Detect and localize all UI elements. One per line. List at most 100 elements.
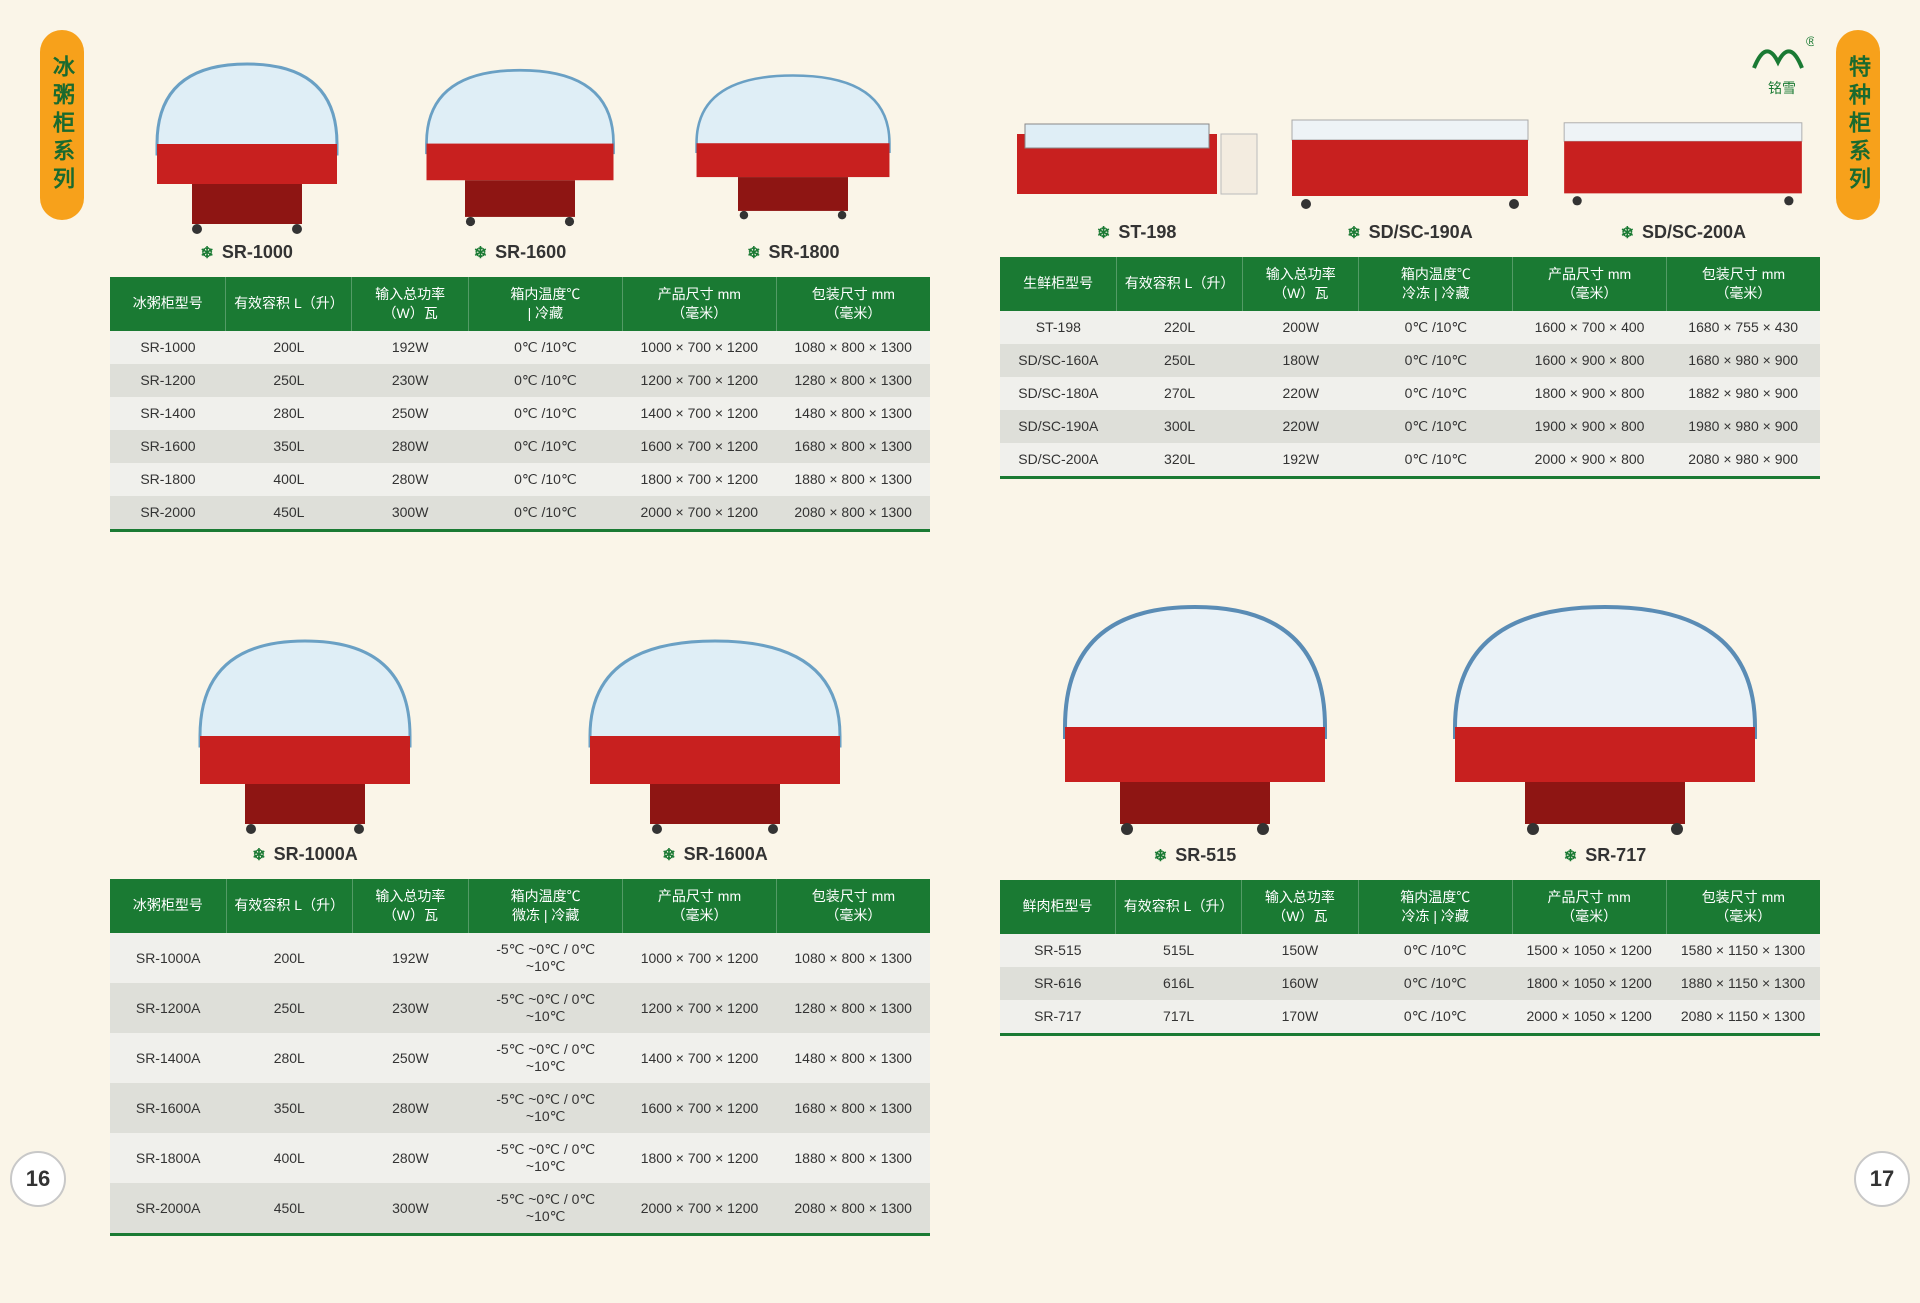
table-cell: 1900 × 900 × 800 xyxy=(1513,410,1667,443)
product-label: SR-1600A xyxy=(662,844,767,865)
table-cell: 1280 × 800 × 1300 xyxy=(776,364,930,397)
table-cell: 160W xyxy=(1242,967,1359,1000)
table-row: SR-515515L150W0℃ /10℃1500 × 1050 × 12001… xyxy=(1000,934,1820,967)
table-row: SR-1600A350L280W-5℃ ~0℃ / 0℃ ~10℃1600 × … xyxy=(110,1083,930,1133)
table-header: 箱内温度℃冷冻 | 冷藏 xyxy=(1358,880,1512,934)
freezer-icon xyxy=(410,44,630,234)
table-row: SR-1800A400L280W-5℃ ~0℃ / 0℃ ~10℃1800 × … xyxy=(110,1133,930,1183)
table-cell: 192W xyxy=(1243,443,1359,478)
catalog-spread: 冰粥柜系列 特种柜系列 16 17 ® 铭雪 xyxy=(0,0,1920,1303)
table-cell: 200L xyxy=(226,331,352,364)
product-card: SD/SC-190A xyxy=(1280,104,1540,243)
table-cell: 0℃ /10℃ xyxy=(1359,311,1513,344)
table-cell: 220W xyxy=(1243,410,1359,443)
table-cell: 280L xyxy=(226,1033,352,1083)
table-header: 包装尺寸 mm（毫米） xyxy=(776,277,930,331)
table-row: SD/SC-160A250L180W0℃ /10℃1600 × 900 × 80… xyxy=(1000,344,1820,377)
table-cell: 300L xyxy=(1117,410,1243,443)
table-header: 箱内温度℃微冻 | 冷藏 xyxy=(469,879,623,933)
table-cell: 616L xyxy=(1116,967,1242,1000)
table-cell: 250W xyxy=(352,1033,468,1083)
table-cell: SR-1200A xyxy=(110,983,226,1033)
table-cell: SD/SC-180A xyxy=(1000,377,1117,410)
table-header: 有效容积 L（升） xyxy=(1117,257,1243,311)
table-cell: SR-2000 xyxy=(110,496,226,531)
table-cell: 1000 × 700 × 1200 xyxy=(623,933,777,983)
left-series-tab: 冰粥柜系列 xyxy=(40,30,84,220)
table-cell: ST-198 xyxy=(1000,311,1117,344)
table-row: SR-717717L170W0℃ /10℃2000 × 1050 × 12002… xyxy=(1000,1000,1820,1035)
freezer-icon xyxy=(175,616,435,836)
table-header: 产品尺寸 mm（毫米） xyxy=(1513,257,1667,311)
table-header: 包装尺寸 mm（毫米） xyxy=(1666,880,1820,934)
table-cell: 0℃ /10℃ xyxy=(468,463,622,496)
table-cell: SR-1600A xyxy=(110,1083,226,1133)
table-cell: 280W xyxy=(352,430,469,463)
table-header: 冰粥柜型号 xyxy=(110,277,226,331)
product-label: SR-1800 xyxy=(747,242,839,263)
table-cell: -5℃ ~0℃ / 0℃ ~10℃ xyxy=(469,1083,623,1133)
table-cell: 230W xyxy=(352,983,468,1033)
table-cell: 1600 × 700 × 1200 xyxy=(622,430,776,463)
table-cell: 250L xyxy=(226,364,352,397)
table-cell: 400L xyxy=(226,1133,352,1183)
table-cell: 2080 × 1150 × 1300 xyxy=(1666,1000,1820,1035)
table-cell: 1200 × 700 × 1200 xyxy=(622,364,776,397)
table-cell: 515L xyxy=(1116,934,1242,967)
table-cell: 280W xyxy=(352,463,469,496)
freezer-icon xyxy=(1280,104,1540,214)
table-cell: 1800 × 900 × 800 xyxy=(1513,377,1667,410)
product-label: SD/SC-190A xyxy=(1347,222,1472,243)
table-cell: 250W xyxy=(352,397,469,430)
table-cell: SD/SC-160A xyxy=(1000,344,1117,377)
left-page: SR-1000 SR-1600 xyxy=(110,44,930,1274)
product-label: SR-717 xyxy=(1564,845,1646,866)
table-header: 鲜肉柜型号 xyxy=(1000,880,1116,934)
table-cell: 0℃ /10℃ xyxy=(468,496,622,531)
table-cell: 192W xyxy=(352,933,468,983)
table-header: 包装尺寸 mm（毫米） xyxy=(776,879,930,933)
table-cell: 1580 × 1150 × 1300 xyxy=(1666,934,1820,967)
table-cell: SR-1400A xyxy=(110,1033,226,1083)
table-cell: SR-717 xyxy=(1000,1000,1116,1035)
product-card: SD/SC-200A xyxy=(1553,104,1813,243)
product-label: SR-515 xyxy=(1154,845,1236,866)
table-cell: 1080 × 800 × 1300 xyxy=(776,331,930,364)
table-header: 箱内温度℃冷冻 | 冷藏 xyxy=(1359,257,1513,311)
right-page: ST-198 SD/SC-190A SD/S xyxy=(1000,44,1820,1074)
table-cell: 280W xyxy=(352,1083,468,1133)
table-cell: SR-1200 xyxy=(110,364,226,397)
table-cell: -5℃ ~0℃ / 0℃ ~10℃ xyxy=(469,1133,623,1183)
table-cell: 2080 × 980 × 900 xyxy=(1666,443,1820,478)
section-meat-series: SR-515 SR-717 鲜肉柜型号有效容积 L（升）输入总功率（W）瓦箱内温… xyxy=(1000,577,1820,1036)
table-header: 箱内温度℃ | 冷藏 xyxy=(468,277,622,331)
table-cell: 450L xyxy=(226,1183,352,1235)
table-row: SR-2000A450L300W-5℃ ~0℃ / 0℃ ~10℃2000 × … xyxy=(110,1183,930,1235)
table-cell: 1600 × 700 × 400 xyxy=(1513,311,1667,344)
table-row: SD/SC-190A300L220W0℃ /10℃1900 × 900 × 80… xyxy=(1000,410,1820,443)
table-cell: 2000 × 1050 × 1200 xyxy=(1512,1000,1666,1035)
table-cell: 0℃ /10℃ xyxy=(468,397,622,430)
table-cell: 0℃ /10℃ xyxy=(1358,967,1512,1000)
table-row: SD/SC-180A270L220W0℃ /10℃1800 × 900 × 80… xyxy=(1000,377,1820,410)
table-cell: 250L xyxy=(1117,344,1243,377)
freezer-icon xyxy=(1553,104,1813,214)
table-cell: 1800 × 1050 × 1200 xyxy=(1512,967,1666,1000)
table-cell: SR-1800A xyxy=(110,1133,226,1183)
product-row-4: SR-515 SR-717 xyxy=(1000,577,1820,866)
table-cell: 400L xyxy=(226,463,352,496)
table-cell: 1280 × 800 × 1300 xyxy=(776,983,930,1033)
table-cell: SR-1000 xyxy=(110,331,226,364)
table-cell: 270L xyxy=(1117,377,1243,410)
table-cell: 300W xyxy=(352,1183,468,1235)
table-header: 产品尺寸 mm（毫米） xyxy=(622,277,776,331)
table-cell: 717L xyxy=(1116,1000,1242,1035)
table-cell: 1600 × 900 × 800 xyxy=(1513,344,1667,377)
table-cell: SR-1400 xyxy=(110,397,226,430)
table-header: 冰粥柜型号 xyxy=(110,879,226,933)
table-header: 有效容积 L（升） xyxy=(1116,880,1242,934)
table-cell: 150W xyxy=(1242,934,1359,967)
table-header: 包装尺寸 mm（毫米） xyxy=(1666,257,1820,311)
table-cell: SR-1600 xyxy=(110,430,226,463)
product-label: SR-1000 xyxy=(200,242,292,263)
